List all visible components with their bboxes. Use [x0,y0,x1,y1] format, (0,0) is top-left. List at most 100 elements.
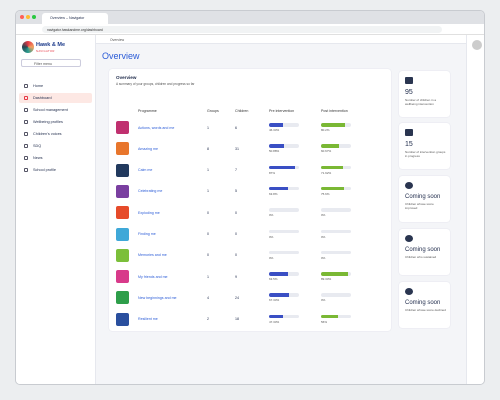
programme-link[interactable]: Celebrating me [138,189,163,194]
stat-value: 15 [405,141,413,148]
stat-label: Number of children in a wellbeing interv… [405,98,437,106]
programme-link[interactable]: My friends and me [138,274,168,279]
nav-item[interactable]: Home [19,81,92,91]
pre-bar [269,314,284,319]
post-bar [321,314,338,319]
nav-icon [24,108,28,112]
url-field[interactable]: navigator.hawkandme.org/dashboard [42,26,442,33]
avatar[interactable] [472,40,482,50]
post-label: 0% [321,255,326,260]
programme-icon [116,163,129,177]
nav-item[interactable]: School management [19,105,92,115]
post-label: 0% [321,213,326,218]
close-dot[interactable] [20,15,24,19]
breadcrumb-item[interactable]: Overview [110,38,125,42]
groups-cell: 4 [207,295,209,300]
nav-icon [24,84,28,88]
pre-bar [269,123,283,127]
programme-link[interactable]: Resilient me [138,317,158,322]
sidebar: Hawk & Me NAVIGATOR Filter menu Home Dash… [16,35,96,384]
nav-item[interactable]: Dashboard [19,93,92,103]
column-header: Pre intervention [269,109,295,113]
pre-label: 63.8% [269,191,278,196]
min-dot[interactable] [26,15,30,19]
nav-icon [24,132,28,136]
children-cell: 18 [235,317,239,322]
post-track [321,250,351,255]
programme-link[interactable]: New beginnings and me [138,295,177,300]
pre-track [269,229,299,233]
groups-cell: 8 [207,146,209,151]
pre-label: 0% [269,234,274,239]
programme-link[interactable]: Amazing me [138,146,158,151]
post-bar [321,144,340,148]
pre-label: 46.33% [269,128,280,132]
stat-card: Coming soon Children whose score improved [399,176,450,222]
pre-label: 63.5% [269,277,278,282]
programme-link[interactable]: Calm me [138,168,153,173]
pre-label: 0% [269,255,274,260]
groups-cell: 0 [207,253,209,258]
post-label: 75.6% [321,191,330,196]
post-bar [321,272,348,276]
pre-track [269,314,299,319]
pre-bar [269,186,289,191]
column-header: Programme [138,109,157,113]
post-track [321,229,351,233]
post-track [321,165,351,170]
nav-item[interactable]: News [19,153,92,163]
programme-icon [116,227,129,241]
programme-link[interactable]: Finding me [138,232,156,236]
nav-item[interactable]: Children's voices [19,129,92,139]
nav-icon [24,168,28,172]
children-cell: 5 [235,189,237,194]
pre-bar [269,144,285,148]
nav-item[interactable]: SDQ [19,141,92,151]
stat-label: Children who sustained [405,255,437,259]
post-track [321,272,351,276]
pre-track [269,208,299,212]
children-cell: 0 [235,232,237,236]
groups-cell: 1 [207,125,209,130]
stat-icon [405,235,413,242]
stat-label: Children whose score declined [405,308,446,312]
children-cell: 6 [235,125,237,130]
programme-link[interactable]: Memories and me [138,253,167,258]
post-label: 0% [321,298,326,303]
post-track [321,186,351,191]
post-track [321,123,351,127]
stat-icon [405,77,413,84]
children-cell: 9 [235,274,237,279]
stat-icon [405,288,413,295]
pre-label: 50.88% [269,149,280,154]
programme-link[interactable]: Actions, words and me [138,125,175,130]
post-track [321,314,351,319]
filter-input[interactable]: Filter menu [21,59,81,67]
page-title: Overview [102,51,140,61]
pre-track [269,250,299,255]
stat-label: Number of intervention groups in progres… [405,150,446,158]
pre-track [269,272,299,276]
nav-icon [24,144,28,148]
programme-icon [116,248,129,262]
programme-link[interactable]: Exploding me [138,210,160,215]
children-cell: 31 [235,146,239,151]
pre-bar [269,272,289,276]
post-track [321,293,351,297]
nav-item[interactable]: Wellbeing profiles [19,117,92,127]
max-dot[interactable] [32,15,36,19]
column-header: Children [235,109,249,113]
nav-item[interactable]: School profile [19,165,92,175]
groups-cell: 0 [207,210,209,215]
column-header: Groups [207,109,219,113]
browser-tab[interactable]: Overview – Navigator [42,13,108,24]
pre-track [269,293,299,297]
children-cell: 7 [235,168,237,173]
pre-bar [269,165,296,170]
card-title: Overview [116,75,137,80]
browser-window: Overview – Navigator navigator.hawkandme… [15,10,485,385]
groups-cell: 1 [207,189,209,194]
pre-label: 47.33% [269,319,280,324]
nav-icon [24,96,28,100]
